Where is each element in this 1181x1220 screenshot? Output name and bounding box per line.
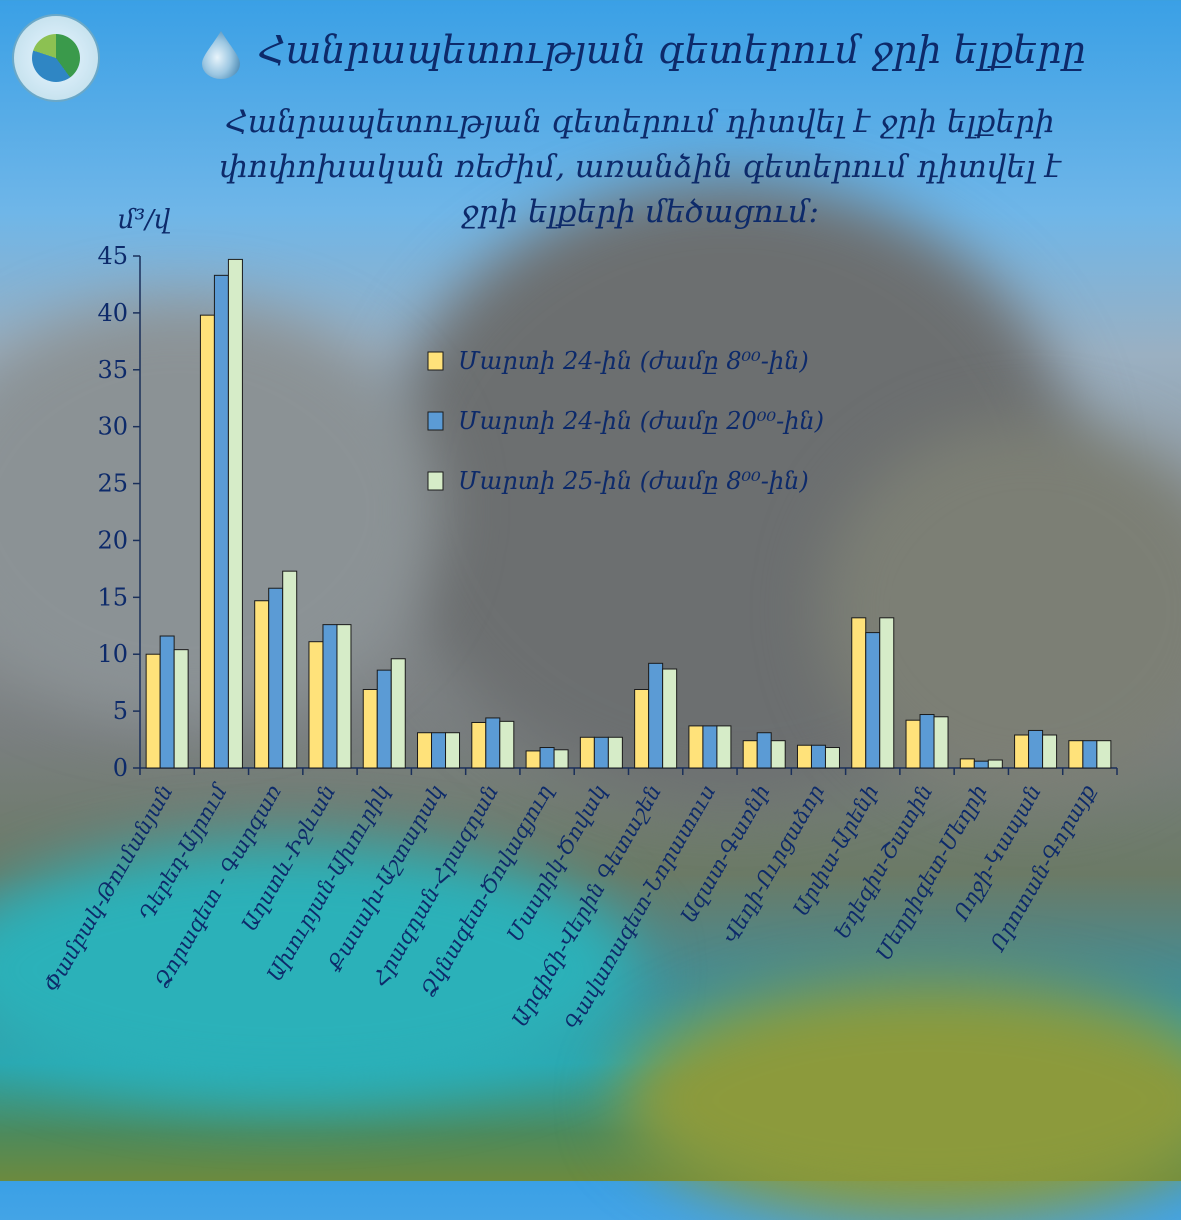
y-tick-label: 15 [97,583,128,611]
bar [336,624,352,769]
bar [1068,740,1084,769]
bar [1014,734,1030,769]
bar [919,714,935,769]
organization-logo [12,14,100,102]
page-title: Հանրապետության գետերում ջրի ելքերը [258,28,1086,72]
bar [959,758,975,769]
bar [199,314,215,769]
bar [987,759,1003,769]
bar [1042,734,1058,769]
bar [810,744,826,769]
legend-swatch [427,471,444,491]
y-tick-label: 0 [113,754,128,782]
bar [607,736,623,769]
bar [282,570,298,769]
bar [268,587,284,769]
y-tick-label: 40 [97,299,128,327]
bar [376,669,392,769]
bar [879,617,895,769]
bar [865,632,881,769]
bar [756,732,772,769]
bar [579,736,595,769]
bar [145,653,161,769]
bar [485,717,501,769]
bar [716,725,732,769]
bar [553,749,569,769]
x-category-label: Որոտան-Գորայք [985,781,1100,956]
bar [1028,729,1044,769]
bar [525,750,541,769]
bar-chart: 051015202530354045Փամբակ-ԹումանյանԴեբեդ-… [39,242,1118,1034]
bar [634,688,650,769]
y-tick-label: 25 [97,470,128,498]
legend-swatch [427,351,444,371]
y-tick-label: 10 [97,640,128,668]
page-subtitle: Հանրապետության գետերում դիտվել է ջրի ելք… [219,104,1061,230]
legend-label: Մարտի 25-ին (ժամը 8⁰⁰-ին) [458,467,809,495]
bar [851,617,867,769]
bar [227,258,243,769]
bar [662,668,678,769]
bar [933,716,949,769]
bar [445,732,461,769]
bar [1082,740,1098,769]
x-category-label: Վեդի-Ուրցաձոր [718,781,828,948]
bar [390,658,406,769]
bar [905,719,921,769]
bar [770,740,786,769]
bar [308,641,324,769]
y-tick-label: 5 [113,697,128,725]
bar [322,624,338,769]
bar [593,736,609,769]
x-category-label: Եղեգիս-Շատին [830,781,938,944]
y-tick-label: 35 [97,356,128,384]
bar [417,732,433,769]
legend-swatch [427,411,444,431]
bar [742,740,758,769]
bar [1096,740,1112,769]
bar [159,635,175,769]
legend-label: Մարտի 24-ին (ժամը 20⁰⁰-ին) [458,407,824,435]
bar [688,725,704,769]
bar [471,721,487,769]
bar [796,744,812,769]
logo-emblem-icon [32,34,80,82]
bar [499,720,515,769]
bar [973,760,989,769]
bar [431,732,447,769]
y-axis-unit-label: մ³/վ [118,205,171,235]
bar [702,725,718,769]
y-tick-label: 45 [97,242,128,270]
bar [648,662,664,769]
y-tick-label: 30 [97,413,128,441]
y-tick-label: 20 [97,526,128,554]
bar [824,747,840,769]
bar [254,600,270,769]
bar [173,649,189,769]
bar [213,274,229,769]
bar [362,688,378,769]
legend-label: Մարտի 24-ին (ժամը 8⁰⁰-ին) [458,347,809,375]
x-category-label: Մասրիկ-Ծովակ [502,781,611,946]
water-drop-icon [202,31,240,79]
bar [539,747,555,769]
